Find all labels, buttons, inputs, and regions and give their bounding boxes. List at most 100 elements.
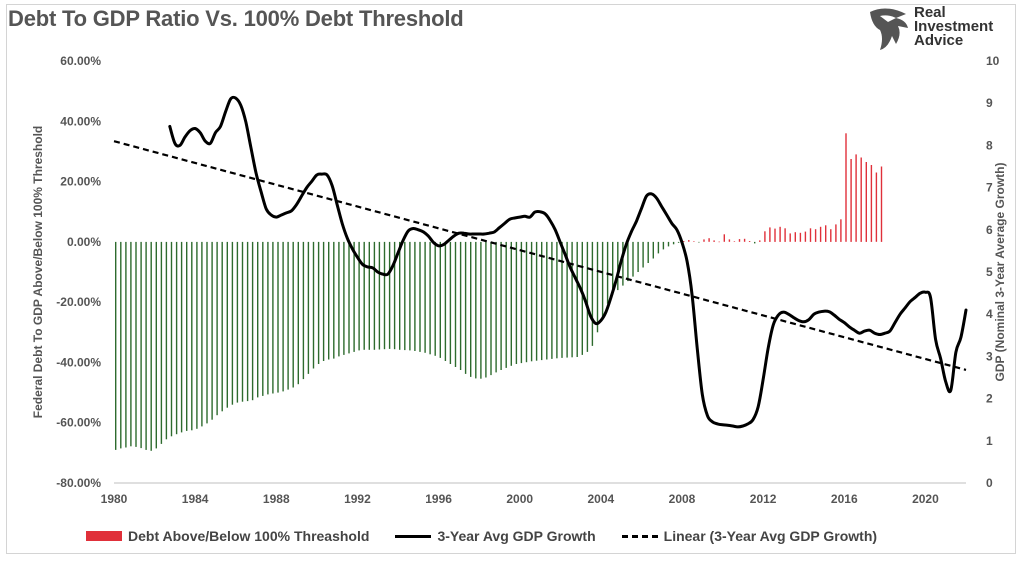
- debt-bar: [272, 241, 274, 394]
- y-left-tick-label: 20.00%: [60, 175, 101, 189]
- debt-bar: [683, 241, 685, 242]
- debt-bar: [434, 241, 436, 356]
- debt-bar: [490, 241, 492, 376]
- debt-bar: [576, 241, 578, 357]
- debt-bar: [541, 241, 543, 361]
- debt-bar: [120, 241, 122, 449]
- logo-line-3: Advice: [914, 32, 964, 49]
- debt-bar: [586, 241, 589, 352]
- debt-bar: [358, 241, 360, 351]
- x-tick-label: 2004: [588, 492, 615, 506]
- debt-bar: [282, 241, 284, 392]
- legend-label-gdp: 3-Year Avg GDP Growth: [437, 528, 596, 544]
- debt-bar: [409, 241, 411, 351]
- debt-bar: [439, 241, 441, 358]
- debt-bar: [241, 241, 244, 402]
- debt-bar: [429, 241, 431, 355]
- debt-bar: [738, 239, 741, 242]
- debt-bar: [809, 228, 812, 242]
- y-left-tick-label: 60.00%: [60, 54, 101, 68]
- debt-bar: [525, 241, 528, 363]
- brand-logo: Real Investment Advice: [866, 4, 1016, 54]
- debt-bar: [556, 241, 558, 359]
- debt-bar: [794, 232, 796, 242]
- legend-swatch-trend: [621, 534, 658, 538]
- debt-bar: [627, 241, 629, 282]
- debt-bar: [835, 224, 837, 242]
- y-left-axis-label: Federal Debt To GDP Above/Below 100% Thr…: [31, 126, 45, 419]
- chart-frame: [6, 4, 1016, 554]
- debt-bar: [530, 241, 533, 362]
- debt-bar: [287, 241, 289, 390]
- gdp-growth-line: [168, 95, 968, 429]
- debt-bar: [825, 225, 827, 242]
- debt-bar: [373, 241, 376, 350]
- legend-label-debt: Debt Above/Below 100% Threashold: [128, 528, 370, 544]
- debt-bar: [160, 241, 163, 444]
- y-left-tick-label: -60.00%: [56, 416, 101, 430]
- y-right-tick-label: 1: [986, 434, 993, 448]
- debt-bar: [454, 241, 457, 367]
- debt-bar: [475, 241, 477, 379]
- debt-bar: [348, 241, 350, 354]
- debt-bar: [292, 241, 294, 388]
- debt-bar: [612, 241, 614, 295]
- debt-bar: [850, 159, 852, 242]
- debt-bar: [733, 241, 736, 242]
- x-tick-label: 1996: [425, 492, 452, 506]
- y-right-tick-label: 0: [986, 476, 993, 490]
- y-right-tick-label: 4: [986, 307, 993, 321]
- debt-bar: [470, 241, 472, 377]
- debt-bar: [688, 240, 690, 242]
- debt-bar: [632, 241, 634, 277]
- debt-bar: [819, 226, 822, 242]
- debt-bar: [774, 228, 776, 242]
- debt-bar: [196, 241, 198, 429]
- debt-bar: [150, 241, 152, 451]
- debt-bar: [698, 241, 700, 243]
- debt-bar: [510, 241, 512, 366]
- debt-bar: [713, 240, 715, 242]
- legend-label-trend: Linear (3-Year Avg GDP Growth): [663, 528, 878, 544]
- debt-bar: [267, 241, 269, 395]
- debt-bar: [165, 241, 168, 440]
- debt-bar: [216, 241, 218, 416]
- debt-bar: [135, 241, 137, 447]
- debt-bar: [830, 229, 832, 242]
- debt-bar: [561, 241, 563, 358]
- trend-line: [113, 140, 967, 371]
- debt-bar: [221, 241, 223, 412]
- x-tick-label: 2000: [506, 492, 533, 506]
- debt-bar: [130, 241, 132, 447]
- debt-bar: [566, 241, 568, 358]
- debt-bar: [393, 241, 396, 350]
- debt-bar: [743, 238, 746, 242]
- debt-bar: [464, 241, 467, 374]
- debt-bar: [500, 241, 502, 370]
- debt-bar: [551, 241, 553, 359]
- debt-bar: [322, 241, 325, 361]
- debt-bar: [206, 241, 208, 424]
- x-tick-label: 2008: [669, 492, 696, 506]
- debt-bar: [115, 241, 117, 450]
- debt-bar: [754, 241, 756, 244]
- debt-bar: [759, 240, 761, 242]
- y-right-tick-label: 8: [986, 138, 993, 152]
- debt-bar: [145, 241, 147, 450]
- debt-bar: [784, 228, 786, 242]
- debt-bar: [251, 241, 254, 401]
- legend-swatch-gdp: [395, 534, 432, 538]
- debt-bar: [662, 241, 665, 250]
- legend-item-trend: Linear (3-Year Avg GDP Growth): [621, 528, 878, 544]
- debt-bar: [399, 241, 401, 350]
- debt-bar: [667, 241, 670, 247]
- y-right-tick-label: 3: [986, 349, 993, 363]
- debt-bar: [180, 241, 183, 433]
- debt-bar: [657, 241, 660, 254]
- x-tick-label: 1992: [344, 492, 371, 506]
- x-tick-label: 1980: [101, 492, 128, 506]
- logo-line-1: Real: [914, 4, 946, 21]
- series-lines: [113, 95, 968, 429]
- debt-bar: [642, 241, 644, 268]
